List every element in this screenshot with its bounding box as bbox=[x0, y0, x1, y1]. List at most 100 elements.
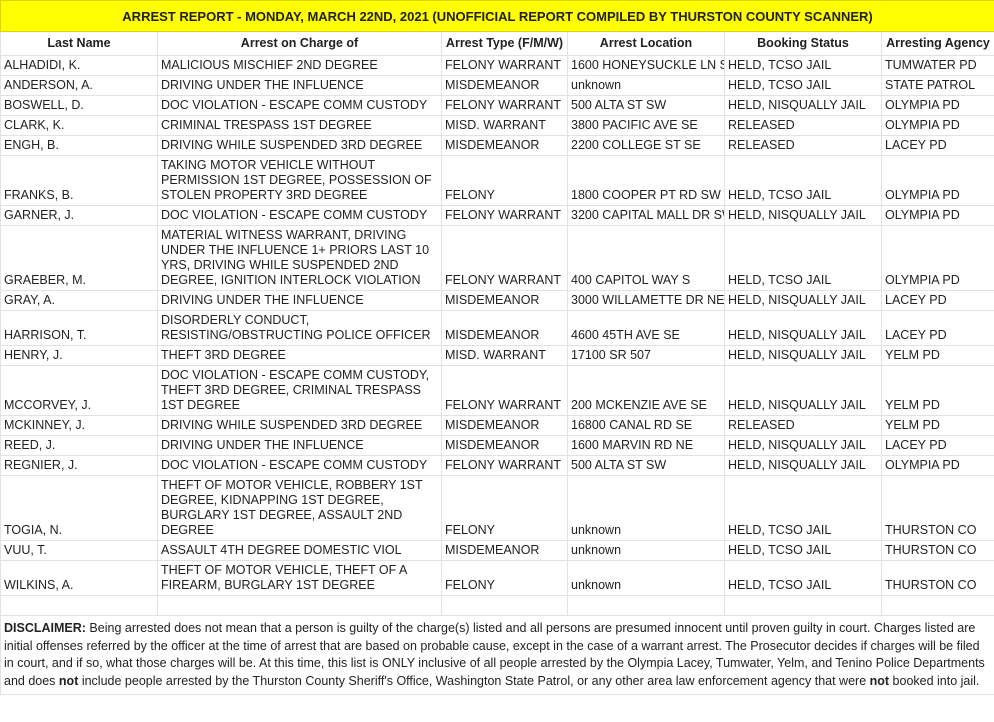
cell-booking-status: HELD, NISQUALLY JAIL bbox=[724, 290, 882, 311]
cell-booking-status: HELD, TCSO JAIL bbox=[724, 540, 882, 561]
cell-charge: DOC VIOLATION - ESCAPE COMM CUSTODY, THE… bbox=[157, 365, 442, 416]
empty-cell bbox=[567, 595, 725, 616]
cell-arrest-type: MISDEMEANOR bbox=[441, 435, 568, 456]
cell-arrest-type: FELONY bbox=[441, 155, 568, 206]
cell-location: unknown bbox=[567, 540, 725, 561]
empty-cell bbox=[441, 595, 568, 616]
cell-agency: THURSTON CO bbox=[880, 540, 994, 561]
cell-agency: LACEY PD bbox=[880, 435, 994, 456]
cell-location: 16800 CANAL RD SE bbox=[567, 415, 725, 436]
cell-last-name: REGNIER, J. bbox=[0, 455, 158, 476]
empty-cell bbox=[880, 595, 994, 616]
cell-agency: OLYMPIA PD bbox=[880, 155, 994, 206]
cell-location: 1800 COOPER PT RD SW bbox=[567, 155, 725, 206]
cell-arrest-type: MISD. WARRANT bbox=[441, 115, 568, 136]
table-row: ENGH, B. DRIVING WHILE SUSPENDED 3RD DEGR… bbox=[0, 135, 994, 156]
cell-location: unknown bbox=[567, 475, 725, 541]
disclaimer: DISCLAIMER: Being arrested does not mean… bbox=[0, 615, 994, 695]
cell-arrest-type: FELONY WARRANT bbox=[441, 365, 568, 416]
cell-agency: LACEY PD bbox=[880, 290, 994, 311]
cell-charge: DRIVING UNDER THE INFLUENCE bbox=[157, 290, 442, 311]
cell-arrest-type: MISDEMEANOR bbox=[441, 540, 568, 561]
cell-booking-status: HELD, NISQUALLY JAIL bbox=[724, 95, 882, 116]
cell-booking-status: HELD, TCSO JAIL bbox=[724, 75, 882, 96]
cell-last-name: GRAEBER, M. bbox=[0, 225, 158, 291]
table-row: BOSWELL, D. DOC VIOLATION - ESCAPE COMM C… bbox=[0, 95, 994, 116]
cell-booking-status: HELD, NISQUALLY JAIL bbox=[724, 365, 882, 416]
empty-cell bbox=[157, 595, 442, 616]
cell-booking-status: RELEASED bbox=[724, 135, 882, 156]
col-arrest-type: Arrest Type (F/M/W) bbox=[441, 31, 568, 56]
disclaimer-text: booked into jail. bbox=[889, 673, 980, 688]
table-row: HARRISON, T. DISORDERLY CONDUCT, RESISTIN… bbox=[0, 310, 994, 346]
cell-charge: THEFT OF MOTOR VEHICLE, THEFT OF A FIREA… bbox=[157, 560, 442, 596]
cell-agency: THURSTON CO bbox=[880, 475, 994, 541]
cell-last-name: VUU, T. bbox=[0, 540, 158, 561]
cell-location: unknown bbox=[567, 75, 725, 96]
cell-arrest-type: MISDEMEANOR bbox=[441, 290, 568, 311]
cell-charge: THEFT 3RD DEGREE bbox=[157, 345, 442, 366]
cell-arrest-type: FELONY WARRANT bbox=[441, 225, 568, 291]
disclaimer-emphasis: not bbox=[869, 673, 890, 688]
cell-charge: DRIVING WHILE SUSPENDED 3RD DEGREE bbox=[157, 415, 442, 436]
cell-charge: TAKING MOTOR VEHICLE WITHOUT PERMISSION … bbox=[157, 155, 442, 206]
cell-last-name: ALHADIDI, K. bbox=[0, 55, 158, 76]
disclaimer-row: DISCLAIMER: Being arrested does not mean… bbox=[0, 615, 994, 695]
cell-booking-status: HELD, NISQUALLY JAIL bbox=[724, 455, 882, 476]
cell-location: 500 ALTA ST SW bbox=[567, 455, 725, 476]
cell-last-name: BOSWELL, D. bbox=[0, 95, 158, 116]
cell-location: 200 MCKENZIE AVE SE bbox=[567, 365, 725, 416]
cell-booking-status: HELD, TCSO JAIL bbox=[724, 560, 882, 596]
cell-arrest-type: FELONY WARRANT bbox=[441, 205, 568, 226]
cell-agency: OLYMPIA PD bbox=[880, 455, 994, 476]
col-last-name: Last Name bbox=[0, 31, 158, 56]
cell-last-name: HARRISON, T. bbox=[0, 310, 158, 346]
arrest-report-table: ARREST REPORT - MONDAY, MARCH 22ND, 2021… bbox=[0, 0, 994, 695]
cell-agency: YELM PD bbox=[880, 365, 994, 416]
cell-location: unknown bbox=[567, 560, 725, 596]
cell-charge: DOC VIOLATION - ESCAPE COMM CUSTODY bbox=[157, 205, 442, 226]
cell-last-name: REED, J. bbox=[0, 435, 158, 456]
cell-arrest-type: MISD. WARRANT bbox=[441, 345, 568, 366]
cell-arrest-type: FELONY bbox=[441, 475, 568, 541]
cell-booking-status: HELD, TCSO JAIL bbox=[724, 475, 882, 541]
cell-agency: LACEY PD bbox=[880, 310, 994, 346]
table-row: MCCORVEY, J. DOC VIOLATION - ESCAPE COMM … bbox=[0, 365, 994, 416]
cell-agency: THURSTON CO bbox=[880, 560, 994, 596]
cell-last-name: GARNER, J. bbox=[0, 205, 158, 226]
cell-agency: TUMWATER PD bbox=[880, 55, 994, 76]
disclaimer-label: DISCLAIMER: bbox=[4, 621, 86, 635]
table-row: FRANKS, B. TAKING MOTOR VEHICLE WITHOUT P… bbox=[0, 155, 994, 206]
table-row: WILKINS, A. THEFT OF MOTOR VEHICLE, THEFT… bbox=[0, 560, 994, 596]
cell-charge: THEFT OF MOTOR VEHICLE, ROBBERY 1ST DEGR… bbox=[157, 475, 442, 541]
cell-charge: DOC VIOLATION - ESCAPE COMM CUSTODY bbox=[157, 455, 442, 476]
cell-arrest-type: FELONY WARRANT bbox=[441, 455, 568, 476]
cell-location: 500 ALTA ST SW bbox=[567, 95, 725, 116]
cell-charge: DOC VIOLATION - ESCAPE COMM CUSTODY bbox=[157, 95, 442, 116]
header-row: Last Name Arrest on Charge of Arrest Typ… bbox=[0, 31, 994, 56]
cell-arrest-type: MISDEMEANOR bbox=[441, 310, 568, 346]
cell-booking-status: HELD, NISQUALLY JAIL bbox=[724, 310, 882, 346]
table-row: ALHADIDI, K. MALICIOUS MISCHIEF 2ND DEGRE… bbox=[0, 55, 994, 76]
disclaimer-emphasis: not bbox=[58, 673, 79, 688]
cell-booking-status: RELEASED bbox=[724, 415, 882, 436]
empty-row bbox=[0, 595, 994, 616]
cell-location: 4600 45TH AVE SE bbox=[567, 310, 725, 346]
cell-charge: DRIVING UNDER THE INFLUENCE bbox=[157, 435, 442, 456]
cell-charge: MATERIAL WITNESS WARRANT, DRIVING UNDER … bbox=[157, 225, 442, 291]
cell-charge: DISORDERLY CONDUCT, RESISTING/OBSTRUCTIN… bbox=[157, 310, 442, 346]
cell-agency: YELM PD bbox=[880, 345, 994, 366]
cell-agency: OLYMPIA PD bbox=[880, 95, 994, 116]
col-agency: Arresting Agency bbox=[880, 31, 994, 56]
cell-last-name: ANDERSON, A. bbox=[0, 75, 158, 96]
table-row: REGNIER, J. DOC VIOLATION - ESCAPE COMM C… bbox=[0, 455, 994, 476]
cell-agency: OLYMPIA PD bbox=[880, 225, 994, 291]
cell-location: 3200 CAPITAL MALL DR SW bbox=[567, 205, 725, 226]
cell-booking-status: HELD, NISQUALLY JAIL bbox=[724, 205, 882, 226]
cell-location: 1600 HONEYSUCKLE LN SW bbox=[567, 55, 725, 76]
cell-arrest-type: MISDEMEANOR bbox=[441, 75, 568, 96]
empty-cell bbox=[0, 595, 158, 616]
cell-last-name: FRANKS, B. bbox=[0, 155, 158, 206]
cell-last-name: WILKINS, A. bbox=[0, 560, 158, 596]
cell-location: 2200 COLLEGE ST SE bbox=[567, 135, 725, 156]
